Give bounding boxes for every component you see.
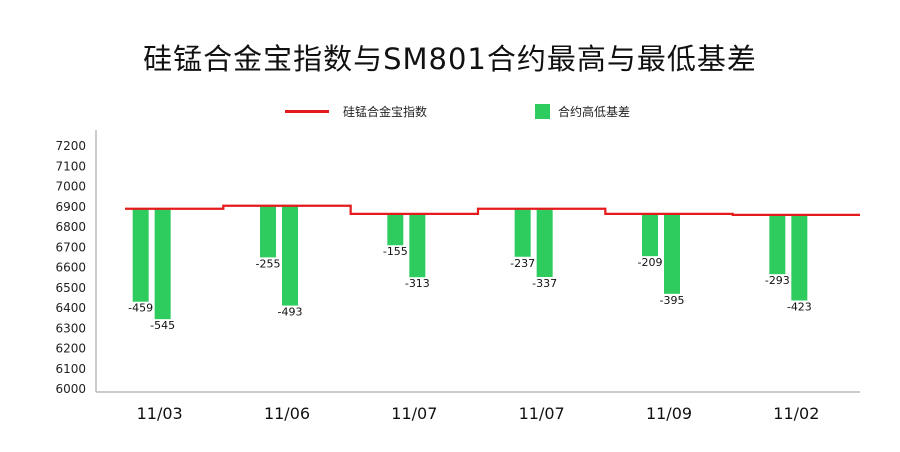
bar-value-label: -493 [278,306,303,319]
x-tick-label: 11/09 [646,404,692,423]
basis-bar [154,208,171,320]
basis-bar [514,208,531,257]
index-line [125,204,860,216]
basis-bar [769,214,786,275]
y-tick-label: 6800 [55,220,86,234]
x-tick-label: 11/06 [264,404,310,423]
y-tick-label: 6400 [55,301,86,315]
bar-value-label: -255 [256,257,281,270]
bar-value-label: -209 [638,256,663,269]
basis-bar [409,213,426,278]
bar-value-label: -155 [383,245,408,258]
y-tick-label: 6700 [55,240,86,254]
y-tick-label: 7000 [55,180,86,194]
basis-bar [282,205,298,306]
chart-title: 硅锰合金宝指数与SM801合约最高与最低基差 [143,42,757,76]
x-tick-label: 11/02 [773,404,819,423]
bar-value-label: -423 [787,301,812,314]
bar-value-label: -293 [765,274,790,287]
basis-bar [664,213,680,294]
y-tick-label: 7100 [55,159,86,173]
legend-label-index: 硅锰合金宝指数 [343,105,428,119]
bar-value-label: -237 [510,257,535,270]
bar-value-label: -459 [128,302,153,315]
y-tick-label: 6100 [55,362,86,376]
legend-label-basis: 合约高低基差 [558,105,631,119]
bar-value-label: -337 [532,277,557,290]
y-tick-label: 6300 [55,321,86,335]
y-tick-label: 6000 [55,382,86,396]
basis-bar [387,213,404,246]
y-tick-label: 7200 [55,139,86,153]
bar-value-label: -313 [405,277,430,290]
y-tick-label: 6200 [55,342,86,356]
basis-bar [260,205,276,258]
x-tick-label: 11/03 [137,404,183,423]
legend-line-swatch [285,110,329,113]
basis-bar [791,214,808,301]
legend-item-index: 硅锰合金宝指数 [285,103,427,120]
basis-bar [642,213,658,257]
legend-item-basis: 合约高低基差 [535,103,630,120]
legend: 硅锰合金宝指数 合约高低基差 [0,100,900,124]
x-tick-label: 11/07 [519,404,565,423]
basis-bar [132,208,149,302]
bar-value-label: -395 [660,294,685,307]
y-tick-label: 6600 [55,261,86,275]
legend-bar-swatch [535,104,550,119]
x-tick-label: 11/07 [391,404,437,423]
basis-bar [536,208,553,278]
bar-value-label: -545 [150,319,175,332]
y-tick-label: 6900 [55,200,86,214]
y-tick-label: 6500 [55,281,86,295]
